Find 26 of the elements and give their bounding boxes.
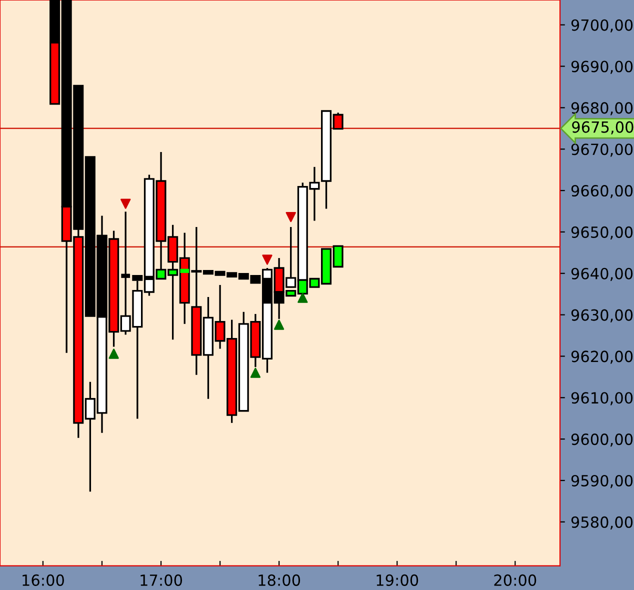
ref-line-label: 9675,00 [572,121,634,134]
y-tick-label: 9610,00 [571,392,633,406]
y-tick-label: 9700,00 [571,19,633,32]
y-tick-label: 9620,00 [571,350,633,364]
x-tick-label: 17:00 [140,574,182,586]
y-tick-label: 9630,00 [571,309,633,322]
point [262,254,272,265]
x-tick-label: 16:00 [22,574,64,586]
y-tick-label: 9690,00 [571,60,633,74]
y-tick-label: 9640,00 [571,268,633,281]
point [298,292,308,303]
point [286,212,296,222]
point [250,368,261,378]
x-tick-label: 18:00 [258,574,300,586]
y-tick-label: 9580,00 [571,516,633,530]
y-tick-label: 9680,00 [571,102,633,116]
y-tick-label: 9670,00 [571,144,633,157]
point [274,320,284,330]
x-tick-label: 19:00 [376,574,418,586]
y-tick-label: 9590,00 [571,474,633,488]
point [108,348,119,359]
x-tick-label: 20:00 [494,574,536,586]
y-tick-label: 9600,00 [571,434,633,447]
y-tick-label: 9650,00 [571,226,633,240]
y-tick-label: 9660,00 [571,185,633,198]
point [120,198,131,209]
